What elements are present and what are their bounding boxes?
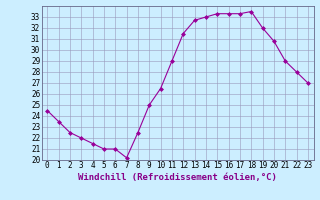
X-axis label: Windchill (Refroidissement éolien,°C): Windchill (Refroidissement éolien,°C) <box>78 173 277 182</box>
